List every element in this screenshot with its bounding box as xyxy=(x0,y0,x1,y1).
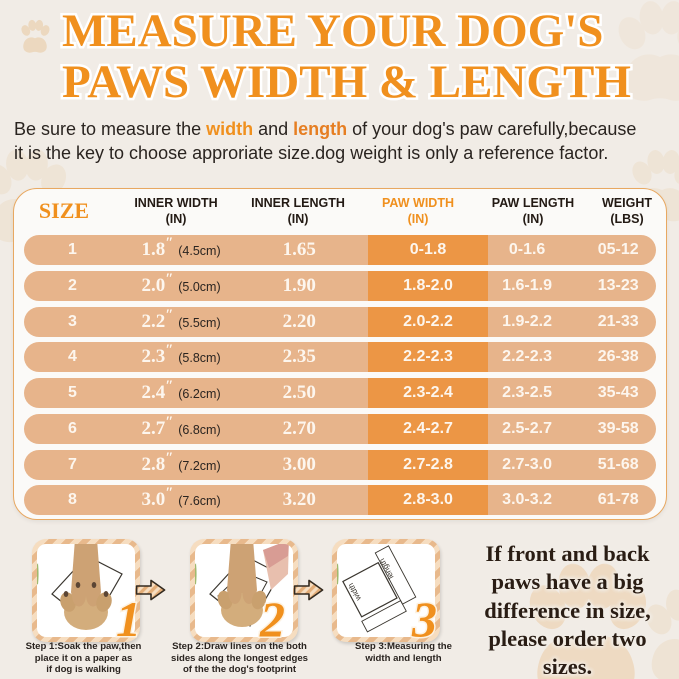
svg-text:length: length xyxy=(377,557,395,580)
svg-text:width: width xyxy=(346,581,363,603)
